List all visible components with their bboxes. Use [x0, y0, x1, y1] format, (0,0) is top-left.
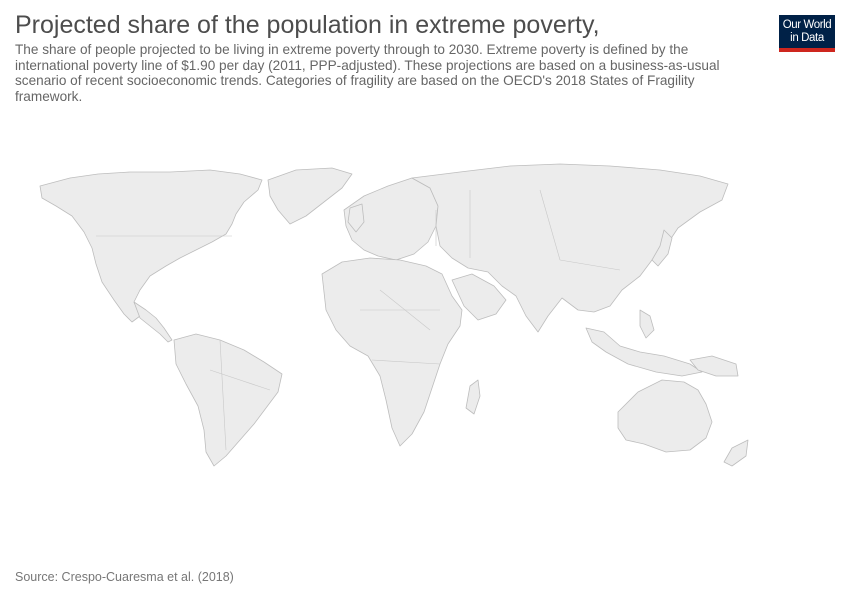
- country-borders: [96, 189, 621, 451]
- new-guinea[interactable]: [689, 355, 739, 377]
- europe[interactable]: [343, 177, 439, 261]
- chart-subtitle: The share of people projected to be livi…: [15, 42, 720, 104]
- source-note: Source: Crespo-Cuaresma et al. (2018): [15, 570, 234, 584]
- owid-logo[interactable]: Our World in Data: [779, 15, 835, 52]
- new-zealand[interactable]: [723, 439, 749, 467]
- central-america[interactable]: [133, 301, 173, 343]
- indonesia[interactable]: [585, 327, 703, 377]
- logo-line-2: in Data: [790, 31, 824, 44]
- africa[interactable]: [321, 257, 463, 447]
- north-america[interactable]: [39, 169, 263, 323]
- landmasses: [39, 163, 749, 467]
- arabian-peninsula[interactable]: [451, 273, 507, 321]
- greenland[interactable]: [267, 167, 353, 225]
- logo-line-1: Our World: [782, 18, 832, 31]
- philippines[interactable]: [639, 309, 655, 339]
- great-britain[interactable]: [347, 203, 365, 233]
- asia[interactable]: [411, 163, 729, 333]
- madagascar[interactable]: [465, 379, 481, 415]
- australia[interactable]: [617, 379, 713, 453]
- south-america[interactable]: [173, 333, 283, 467]
- japan[interactable]: [651, 229, 673, 267]
- chart-title: Projected share of the population in ext…: [15, 11, 600, 39]
- world-map: [39, 163, 749, 467]
